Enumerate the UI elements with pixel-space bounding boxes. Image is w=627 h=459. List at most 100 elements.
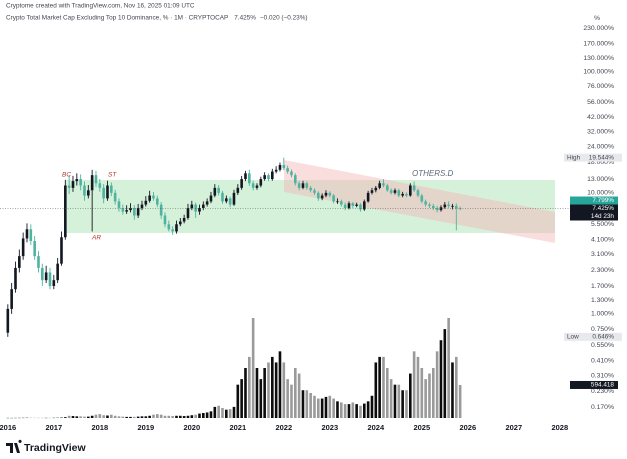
volume-bar (393, 384, 397, 418)
x-tick-label: 2025 (413, 423, 430, 432)
volume-bar (382, 356, 385, 418)
candle-body (248, 173, 251, 184)
volume-bar (409, 373, 412, 418)
volume-bar (198, 413, 201, 418)
candle-body (6, 308, 10, 333)
price-label: 7.799% (592, 197, 614, 204)
candle-body (144, 200, 148, 205)
candle-body (455, 205, 458, 209)
marker-value: 0.646% (592, 334, 614, 341)
x-tick-label: 2016 (0, 423, 16, 432)
volume-bar (412, 351, 416, 418)
candle-body (401, 193, 404, 196)
candle-body (232, 192, 236, 205)
volume-bar (455, 356, 458, 418)
candle-body (290, 171, 293, 176)
candle-body (336, 201, 339, 203)
candle-body (152, 195, 155, 199)
candle-body (244, 173, 247, 180)
candle-body (67, 185, 71, 188)
volume-bar (83, 416, 86, 418)
candle-body (221, 192, 224, 202)
candle-body (83, 185, 86, 196)
x-tick-label: 2019 (137, 423, 154, 432)
y-tick-label: 0.230% (591, 388, 614, 395)
candle-body (255, 185, 259, 188)
x-tick-label: 2023 (321, 423, 338, 432)
y-tick-label: 170.000% (583, 41, 614, 48)
volume-bar (163, 415, 167, 418)
volume-bar (213, 406, 217, 418)
volume-bar (286, 379, 289, 418)
volume-bar (255, 368, 259, 418)
y-tick-label: 0.170% (591, 404, 614, 411)
candle-body (405, 193, 408, 196)
volume-bar (202, 413, 205, 418)
candle-body (186, 207, 190, 218)
volume-bar (294, 368, 297, 418)
candle-body (125, 210, 128, 212)
candle-body (194, 204, 197, 212)
candle-body (435, 207, 439, 211)
x-tick-label: 2017 (45, 423, 62, 432)
candle-body (64, 185, 67, 238)
candle-body (156, 198, 159, 205)
volume-bar (67, 415, 71, 418)
candle-body (259, 179, 263, 186)
brand-logo: TradingView (6, 439, 86, 454)
logo-mark (6, 439, 22, 453)
change: −0.020 (−0.23%) (260, 15, 308, 22)
candle-body (424, 201, 427, 205)
candle-body (159, 204, 163, 216)
volume-bar (374, 362, 378, 418)
volume-bar (343, 404, 347, 418)
candle-body (397, 190, 401, 196)
candle-body (163, 215, 167, 225)
y-tick-label: 2.300% (591, 267, 614, 274)
y-tick-label: 13.000% (587, 176, 614, 183)
volume-bar (90, 415, 94, 418)
candle-body (140, 204, 144, 208)
volume-bar (317, 398, 320, 418)
volume-bar (397, 384, 401, 418)
marker-name: Low (567, 334, 579, 341)
candle-body (382, 183, 385, 186)
volume-bar (355, 404, 358, 418)
candle-body (148, 195, 151, 201)
candle-body (416, 190, 420, 196)
y-tick-label: 0.410% (591, 358, 614, 365)
candle-body (271, 171, 274, 180)
candle-body (110, 185, 113, 193)
candle-body (278, 164, 282, 170)
volume-label: 594.418 (591, 382, 615, 389)
volume-bar (121, 416, 125, 418)
candle-body (106, 185, 109, 199)
candle-body (428, 204, 431, 206)
candle-body (102, 187, 105, 199)
last-price-label-box (570, 204, 618, 213)
last-value: 7.425% (234, 15, 256, 22)
candle-body (129, 207, 132, 211)
volume-bar (458, 384, 462, 418)
candle-body (167, 224, 171, 230)
candle-body (182, 217, 186, 222)
volume-bar (152, 414, 155, 418)
volume-bar (182, 416, 186, 418)
y-tick-label: 0.310% (591, 372, 614, 379)
candle-body (228, 198, 232, 205)
volume-bar (259, 379, 263, 418)
candle-body (48, 272, 52, 287)
candle-body (317, 192, 320, 199)
y-tick-label: 18.000% (587, 159, 614, 166)
volume-bar (271, 356, 274, 418)
volume-bar (186, 415, 190, 418)
volume-bar (129, 416, 132, 418)
credit: Cryptome created with TradingView.com, N… (6, 3, 195, 10)
volume-pane (6, 318, 462, 419)
candle-body (343, 204, 347, 208)
candle-body (209, 195, 213, 202)
candle-body (355, 204, 358, 206)
candle-body (213, 187, 217, 196)
volume-bar (190, 415, 194, 418)
volume-bar (110, 414, 113, 418)
